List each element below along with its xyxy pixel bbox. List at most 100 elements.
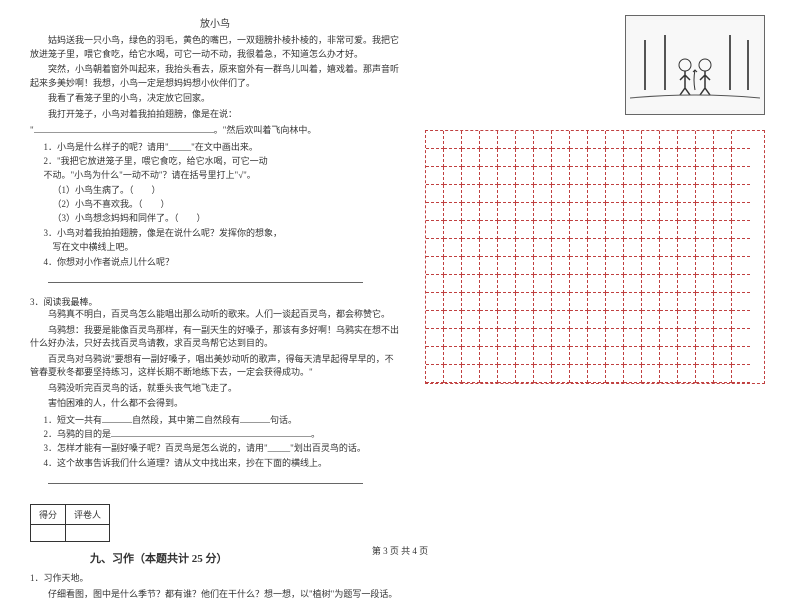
grid-cell [534,293,552,311]
grid-cell [534,365,552,383]
grid-cell [480,149,498,167]
grid-cell [426,221,444,239]
grid-cell [588,329,606,347]
grid-cell [444,257,462,275]
grid-cell [444,275,462,293]
grid-cell [516,239,534,257]
grid-cell [552,293,570,311]
grid-cell [534,221,552,239]
grid-cell [624,203,642,221]
grid-cell [426,239,444,257]
grid-cell [678,365,696,383]
grid-cell [732,311,750,329]
p2-q1b: 自然段，其中第二自然段有 [132,415,240,425]
page-container: 放小鸟 姑妈送我一只小鸟，绿色的羽毛，黄色的嘴巴，一双翅膀扑棱扑棱的，非常可爱。… [30,15,770,603]
passage2-p3: 百灵鸟对乌鸦说"要想有一副好嗓子，唱出美妙动听的歌声，得每天清早起得早早的，不管… [30,353,400,380]
grid-cell [732,257,750,275]
grid-cell [624,239,642,257]
grid-cell [570,185,588,203]
grid-cell [696,311,714,329]
grid-cell [552,131,570,149]
grid-cell [732,167,750,185]
grid-cell [480,167,498,185]
grid-cell [498,149,516,167]
grid-cell [696,293,714,311]
score-cell [31,525,66,542]
p2-q3: 3．怎样才能有一副好嗓子呢？百灵鸟是怎么说的，请用"_____"划出百灵鸟的话。 [44,441,401,455]
blank-answer-line [48,472,363,484]
grid-cell [480,311,498,329]
grid-cell [606,185,624,203]
grid-cell [714,149,732,167]
grid-cell [714,257,732,275]
grid-cell [696,167,714,185]
grid-cell [480,221,498,239]
grid-cell [462,311,480,329]
grid-cell [606,293,624,311]
grid-cell [444,149,462,167]
grid-cell [696,185,714,203]
grid-cell [498,347,516,365]
grid-cell [426,149,444,167]
grid-cell [498,221,516,239]
grid-cell [624,167,642,185]
grid-cell [516,347,534,365]
grid-cell [426,329,444,347]
grid-cell [642,149,660,167]
grid-cell [444,131,462,149]
grid-cell [588,221,606,239]
grid-cell [570,203,588,221]
p1-q2-opt1: （1）小鸟生病了。（ ） [53,183,401,197]
grid-cell [516,149,534,167]
grid-cell [498,293,516,311]
grid-cell [588,131,606,149]
grid-cell [696,347,714,365]
p1-q2b: 不动。"小鸟为什么"一动不动"？请在括号里打上"√"。 [44,168,401,182]
grid-cell [462,329,480,347]
grid-cell [732,239,750,257]
grid-cell [516,167,534,185]
grid-cell [588,203,606,221]
grid-cell [714,311,732,329]
p1-q4: 4．你想对小作者说点儿什么呢？ [44,255,401,269]
grid-cell [588,365,606,383]
grid-cell [444,185,462,203]
grid-cell [678,221,696,239]
grid-cell [660,329,678,347]
passage1-p1: 姑妈送我一只小鸟，绿色的羽毛，黄色的嘴巴，一双翅膀扑棱扑棱的，非常可爱。我把它放… [30,34,400,61]
grid-cell [480,347,498,365]
passage2-intro: 3．阅读我最棒。 [30,295,400,308]
left-column: 放小鸟 姑妈送我一只小鸟，绿色的羽毛，黄色的嘴巴，一双翅膀扑棱扑棱的，非常可爱。… [30,15,400,603]
grid-cell [570,293,588,311]
grid-cell [552,203,570,221]
grid-cell [678,185,696,203]
grid-cell [498,167,516,185]
grid-cell [642,311,660,329]
grid-cell [606,347,624,365]
grid-cell [606,221,624,239]
grid-cell [444,347,462,365]
grid-cell [552,167,570,185]
blank-answer-line [48,271,363,283]
passage2-p2: 乌鸦想：我要是能像百灵鸟那样，有一副天生的好嗓子，那该有多好啊！乌鸦实在想不出什… [30,324,400,351]
grid-cell [444,311,462,329]
grid-cell [426,203,444,221]
grid-cell [714,221,732,239]
grid-cell [516,365,534,383]
grid-cell [534,329,552,347]
passage2-p5: 害怕困难的人，什么都不会得到。 [30,397,400,411]
grid-cell [696,257,714,275]
grid-cell [642,329,660,347]
grid-cell [570,347,588,365]
grid-cell [606,131,624,149]
grid-cell [678,275,696,293]
grid-cell [462,257,480,275]
grid-cell [714,275,732,293]
grid-cell [498,203,516,221]
grid-cell [570,149,588,167]
grid-cell [696,329,714,347]
grid-cell [534,347,552,365]
grid-cell [624,221,642,239]
grid-cell [516,221,534,239]
passage1-title: 放小鸟 [30,15,400,30]
